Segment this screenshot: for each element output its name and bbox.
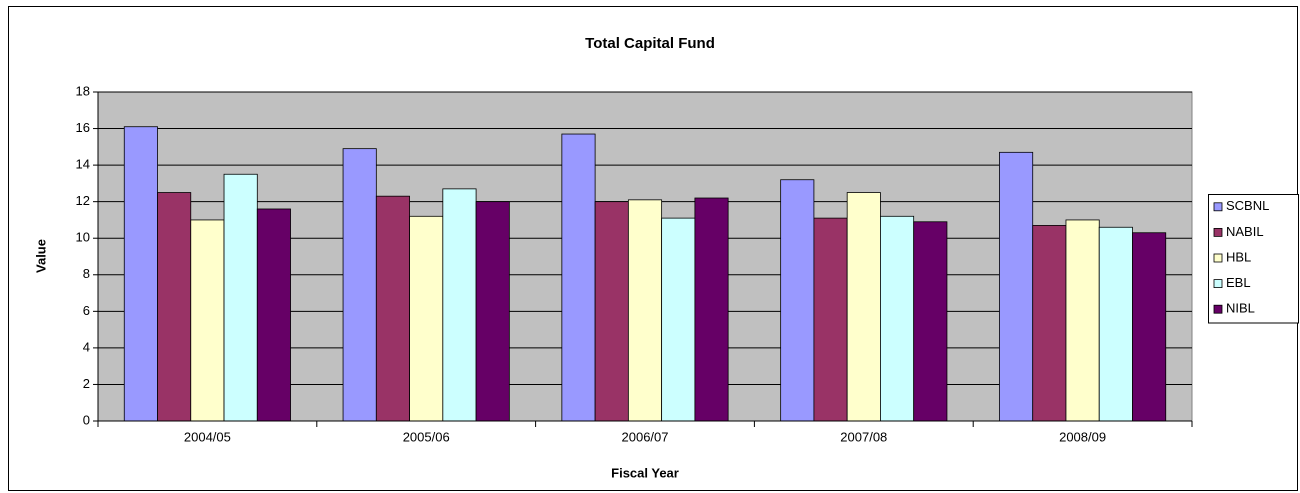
y-tick-label: 8 (83, 266, 90, 281)
legend-label: NABIL (1226, 224, 1264, 239)
x-tick-label: 2006/07 (622, 429, 669, 444)
chart-title: Total Capital Fund (585, 35, 715, 52)
bar (123, 126, 158, 422)
x-tick-label: 2007/08 (840, 429, 887, 444)
bar (1032, 225, 1067, 422)
y-tick-label: 10 (76, 230, 90, 245)
y-axis-label: Value (33, 239, 48, 273)
x-axis-label: Fiscal Year (611, 465, 679, 480)
legend-swatch (1213, 202, 1223, 212)
y-tick-label: 6 (83, 303, 90, 318)
bar (627, 199, 663, 422)
x-tick-label: 2008/09 (1059, 429, 1106, 444)
legend-label: SCBNL (1226, 198, 1269, 213)
legend-swatch (1213, 304, 1223, 314)
bar (375, 195, 410, 422)
bar (442, 188, 477, 422)
legend-label: NIBL (1226, 301, 1255, 316)
bar (594, 201, 629, 422)
x-tick-label: 2004/05 (184, 429, 231, 444)
y-tick-label: 14 (76, 157, 90, 172)
bar (780, 179, 815, 422)
y-tick-label: 16 (76, 120, 90, 135)
bar (561, 133, 596, 422)
y-tick-label: 0 (83, 412, 90, 427)
bar (694, 197, 729, 422)
bar (157, 192, 192, 422)
legend-label: EBL (1226, 275, 1251, 290)
bar (813, 217, 848, 422)
bar (1132, 232, 1167, 422)
bar (256, 208, 291, 422)
bar (475, 201, 510, 422)
y-tick-label: 12 (76, 193, 90, 208)
legend-swatch (1213, 253, 1223, 263)
legend-box (1208, 194, 1299, 324)
y-tick-label: 2 (83, 376, 90, 391)
bar (1098, 226, 1133, 422)
y-tick-label: 18 (76, 83, 90, 98)
bar (223, 173, 258, 422)
bar (913, 221, 948, 422)
bar (846, 192, 881, 422)
bar (190, 219, 225, 422)
bar (999, 151, 1034, 422)
bar (880, 215, 915, 422)
bar (342, 148, 377, 422)
bar (661, 217, 696, 422)
legend-label: HBL (1226, 249, 1251, 264)
y-tick-label: 4 (83, 339, 90, 354)
legend-swatch (1213, 279, 1223, 289)
bar (409, 215, 444, 422)
x-tick-label: 2005/06 (403, 429, 450, 444)
legend-swatch (1213, 227, 1223, 237)
bar (1065, 219, 1100, 422)
